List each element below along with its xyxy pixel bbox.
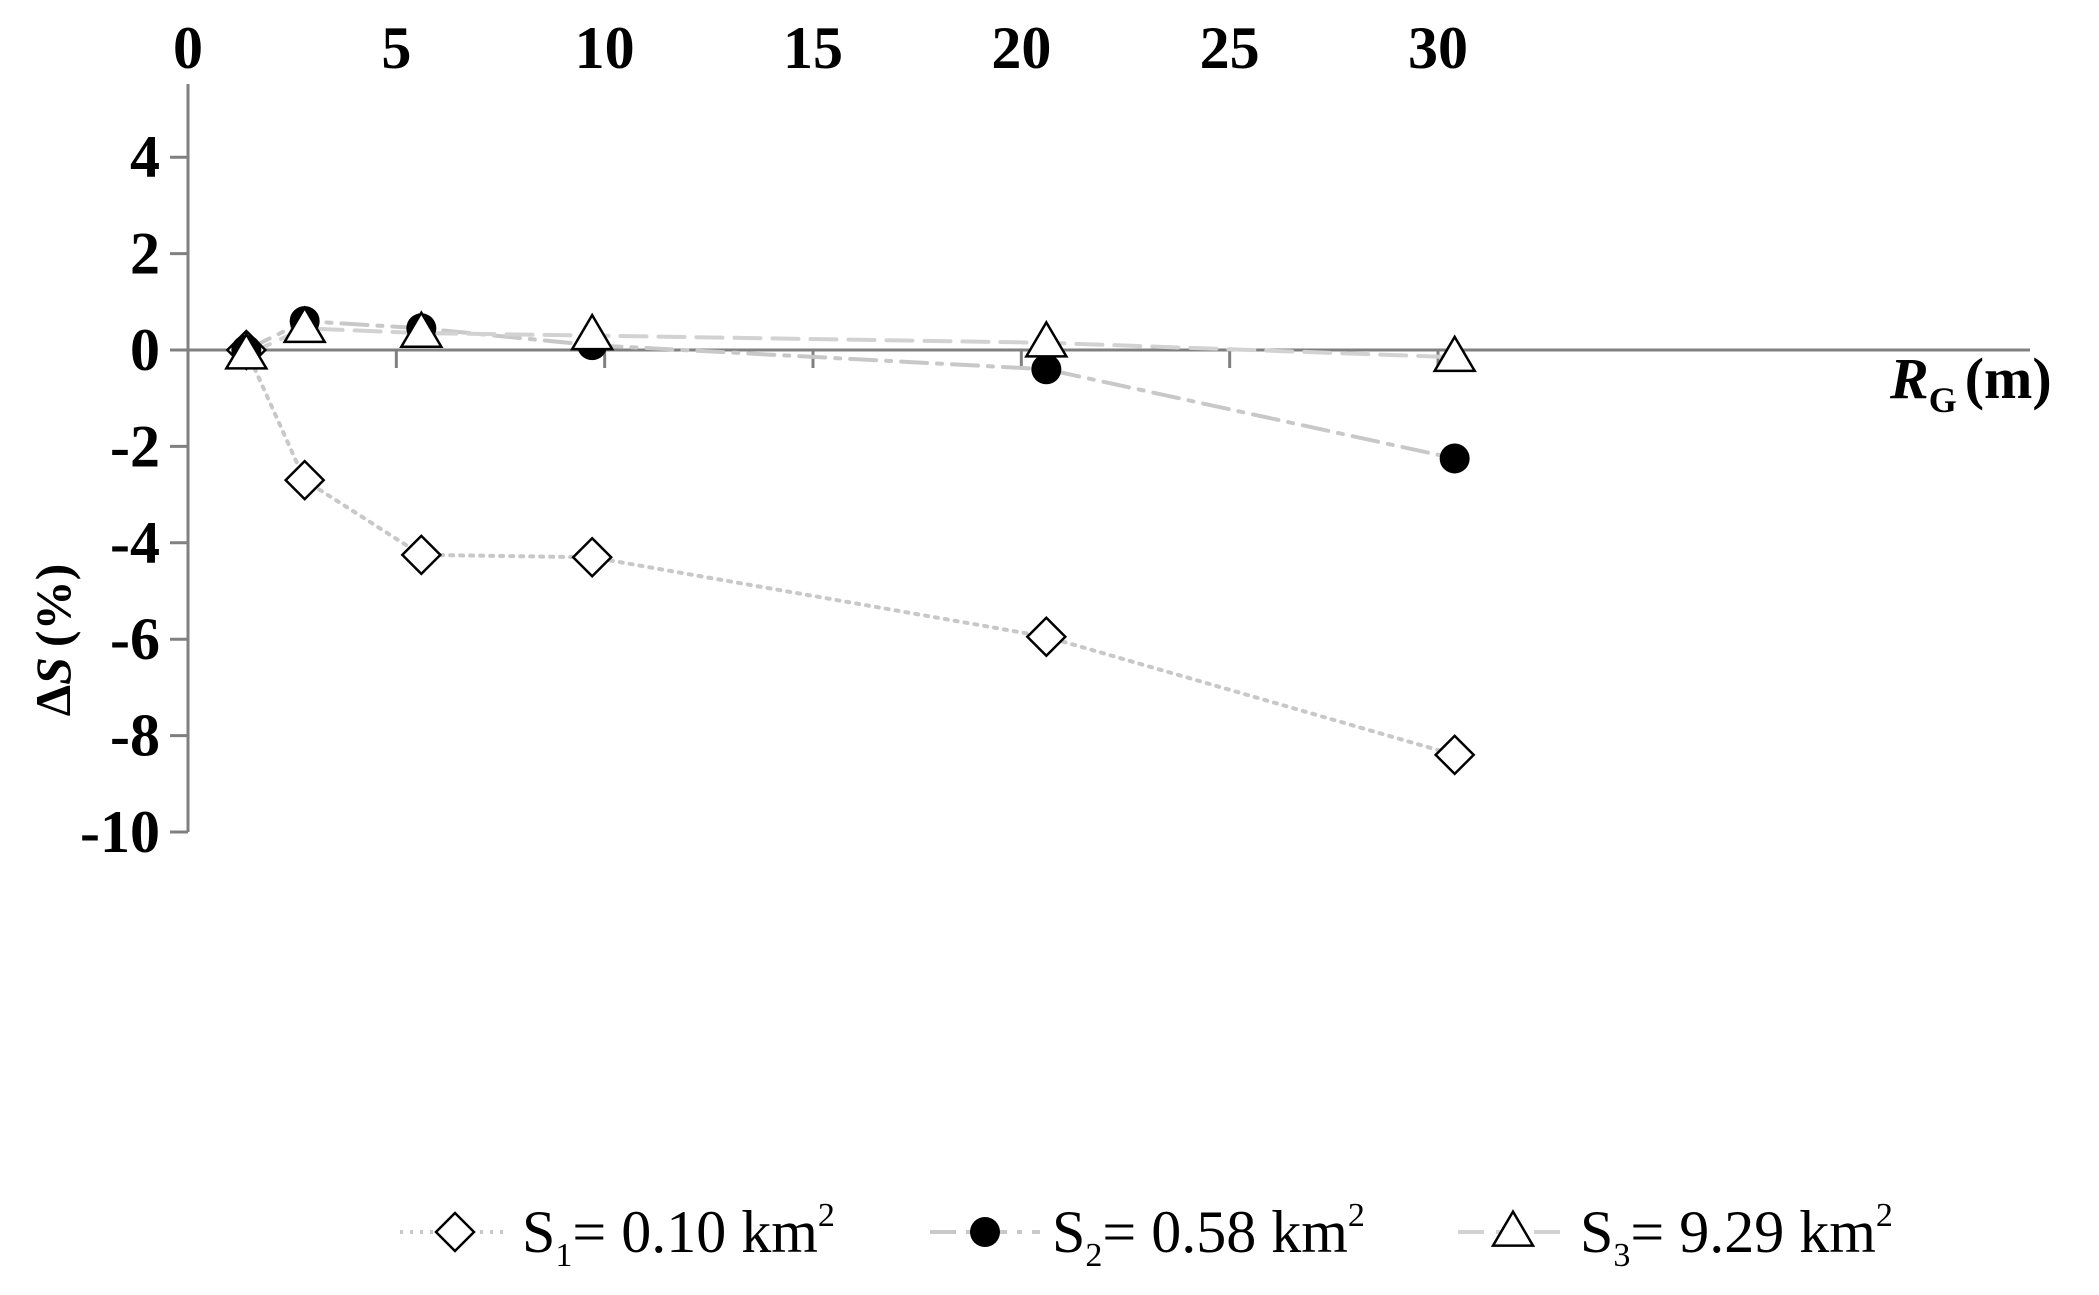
x-tick-label: 30 <box>1408 15 1468 81</box>
y-tick-label: -6 <box>110 606 160 672</box>
x-tick-labels: 0 5 10 15 20 25 30 <box>173 15 1468 81</box>
x-tick-label: 5 <box>381 15 411 81</box>
x-tick-label: 10 <box>575 15 635 81</box>
x-axis-label: RG (m) <box>1889 346 2052 420</box>
y-tick-labels: 4 2 0 -2 -4 -6 -8 -10 <box>80 124 160 865</box>
x-tick-label: 25 <box>1200 15 1260 81</box>
data-point-s1 <box>1433 734 1476 776</box>
data-point-s2 <box>1031 354 1062 385</box>
x-tick-label: 15 <box>783 15 843 81</box>
legend: S1= 0.10 km2 S2= 0.58 km2 S3= 9.29 km2 <box>400 1197 1893 1274</box>
data-point-s1 <box>400 534 443 576</box>
data-point-s3 <box>224 331 269 370</box>
data-point-s3 <box>282 305 327 344</box>
y-tick-label: -4 <box>110 510 160 576</box>
data-point-s3 <box>569 312 615 351</box>
data-point-s1 <box>283 459 326 501</box>
legend-label: S3= 9.29 km2 <box>1580 1197 1893 1274</box>
legend-item-1: S1= 0.10 km2 <box>400 1197 835 1274</box>
y-axis-label-unit: (%) <box>25 564 81 647</box>
y-tick-label: 0 <box>130 317 160 383</box>
x-tick-label: 0 <box>173 15 203 81</box>
legend-marker <box>434 1211 476 1253</box>
y-axis-label-main-var: S <box>25 657 81 685</box>
y-axis-label: ΔS (%) <box>25 564 81 716</box>
legend-label: S2= 0.58 km2 <box>1052 1197 1365 1274</box>
y-tick-label: 4 <box>130 124 160 190</box>
y-tick-label: -8 <box>110 703 160 769</box>
legend-item-3: S3= 9.29 km2 <box>1458 1197 1893 1274</box>
data-point-s2 <box>1439 443 1470 474</box>
legend-label: S1= 0.10 km2 <box>522 1197 835 1274</box>
series-lines <box>244 319 1457 757</box>
x-tick-label: 20 <box>991 15 1051 81</box>
x-axis-label-sub: G <box>1929 380 1957 420</box>
x-axis-label-unit: (m) <box>1965 346 2052 411</box>
y-tick-label: 2 <box>130 221 160 287</box>
data-point-s1 <box>571 536 613 579</box>
data-point-s3 <box>1432 334 1477 373</box>
data-point-s3 <box>399 310 444 348</box>
axes <box>170 84 2030 834</box>
series-markers <box>224 305 1477 776</box>
legend-marker <box>1490 1209 1536 1247</box>
y-tick-label: -10 <box>80 799 160 865</box>
series-line-1 <box>244 348 1457 757</box>
data-point-s1 <box>1025 616 1068 658</box>
legend-item-2: S2= 0.58 km2 <box>930 1197 1365 1274</box>
y-tick-label: -2 <box>110 413 160 479</box>
data-point-s3 <box>1024 319 1069 358</box>
x-axis-label-main: R <box>1889 346 1929 411</box>
legend-marker <box>970 1217 1000 1247</box>
y-axis-label-delta: Δ <box>25 685 81 716</box>
